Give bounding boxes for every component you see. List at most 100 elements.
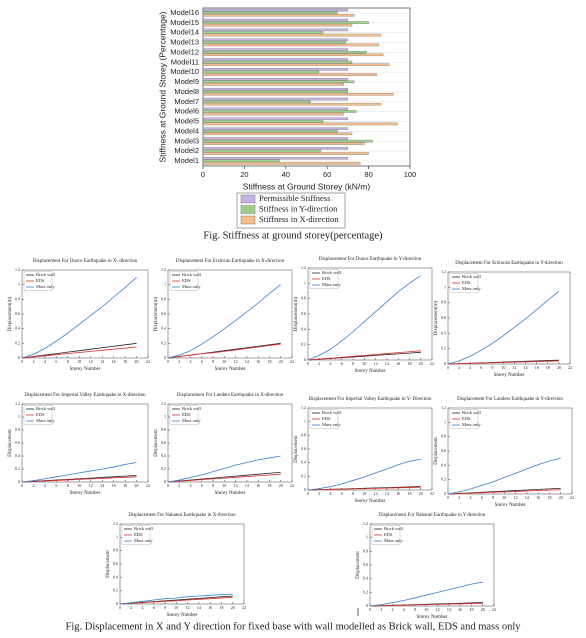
data-line bbox=[21, 476, 137, 483]
x-axis-label: Storey Number bbox=[355, 369, 386, 374]
y-tick-label: 0.4 bbox=[301, 460, 306, 465]
x-tick-label: 20 bbox=[559, 495, 563, 500]
bar bbox=[202, 63, 390, 66]
y-tick-label: Model14 bbox=[170, 28, 199, 37]
x-tick-label: 22 bbox=[146, 483, 150, 488]
bar bbox=[202, 78, 349, 81]
chart-title: Displacement For Imperial Valley Earthqu… bbox=[309, 397, 432, 402]
x-tick-label: 20 bbox=[135, 359, 139, 364]
y-tick-label: Model3 bbox=[174, 136, 199, 145]
bar bbox=[202, 41, 346, 44]
bar bbox=[202, 122, 398, 126]
x-tick-label: 2 bbox=[458, 365, 460, 370]
x-tick-label: 12 bbox=[514, 495, 518, 500]
x-tick-label: 4 bbox=[44, 483, 46, 488]
bar bbox=[202, 102, 382, 106]
bar bbox=[202, 117, 349, 121]
y-tick-label: 0.2 bbox=[301, 473, 306, 478]
y-axis-label: Displacement bbox=[106, 550, 111, 578]
y-tick-label: 0.8 bbox=[15, 296, 20, 301]
chart-title: Displacement For Duzce Earthquake in Y-d… bbox=[319, 257, 422, 262]
x-tick-label: 10 bbox=[222, 359, 226, 364]
legend-label: Mass only bbox=[134, 538, 153, 543]
legend-label: EDS bbox=[462, 416, 471, 421]
x-tick-label: 8 bbox=[414, 607, 416, 612]
x-tick-label: 20 bbox=[231, 605, 235, 610]
x-tick-label: 14 bbox=[197, 605, 201, 610]
x-tick-label: 18 bbox=[469, 607, 473, 612]
y-tick-label: 0.6 bbox=[441, 448, 446, 453]
y-tick-label: 0.8 bbox=[301, 432, 306, 437]
y-tick-label: 1 bbox=[366, 535, 368, 540]
plot-frame bbox=[202, 7, 411, 167]
legend-frame bbox=[371, 525, 401, 545]
legend-label: Mass only bbox=[182, 284, 201, 289]
x-tick-label: 22 bbox=[430, 491, 434, 496]
x-tick-label: 0 bbox=[167, 483, 169, 488]
legend-frame bbox=[23, 405, 53, 425]
bar bbox=[202, 139, 373, 143]
x-tick-label: 14 bbox=[100, 359, 104, 364]
data-line bbox=[167, 343, 281, 359]
x-tick-label: 18 bbox=[267, 483, 271, 488]
legend-label: Brick wall bbox=[462, 410, 482, 415]
data-line bbox=[447, 360, 559, 365]
x-tick-label: 2 bbox=[32, 359, 34, 364]
x-tick-label: 12 bbox=[513, 365, 517, 370]
x-tick-label: 12 bbox=[374, 361, 378, 366]
x-tick-label: 8 bbox=[164, 605, 166, 610]
x-tick-label: 10 bbox=[501, 365, 505, 370]
x-tick-label: 0 bbox=[307, 361, 309, 366]
x-tick-label: 16 bbox=[396, 361, 400, 366]
y-axis-label: Displacement bbox=[434, 437, 439, 465]
x-tick-label: 4 bbox=[142, 605, 144, 610]
chart-title: Displacement For Landers Earthquake in X… bbox=[177, 393, 284, 398]
chart-title: Displacement For Landers Earthquake in Y… bbox=[457, 397, 563, 402]
chart-title: Displacement For Erzincan Earthquake in … bbox=[455, 261, 563, 266]
legend-swatch bbox=[240, 215, 256, 225]
y-tick-label: 0.2 bbox=[15, 340, 20, 345]
data-line bbox=[119, 596, 233, 605]
x-tick-label: 10 bbox=[222, 483, 226, 488]
x-tick-label: 6 bbox=[55, 483, 57, 488]
x-tick-label: 18 bbox=[546, 365, 550, 370]
y-tick-label: 0.8 bbox=[15, 427, 20, 432]
x-tick-label: 0 bbox=[21, 483, 23, 488]
legend-label: EDS bbox=[462, 280, 471, 285]
x-tick-label: 14 bbox=[245, 483, 249, 488]
data-line bbox=[369, 602, 483, 607]
y-tick-label: 1 bbox=[116, 534, 118, 539]
line-chart: Displacement For Landers Earthquake in Y… bbox=[434, 397, 574, 508]
x-axis-label: Storey Number bbox=[355, 499, 386, 504]
bar bbox=[202, 159, 280, 163]
x-tick-label: 16 bbox=[256, 359, 260, 364]
x-tick-label: 22 bbox=[290, 483, 294, 488]
x-tick-label: 16 bbox=[396, 491, 400, 496]
bar bbox=[202, 48, 349, 51]
bar bbox=[202, 58, 349, 61]
x-tick-label: 2 bbox=[458, 495, 460, 500]
x-tick-label: 12 bbox=[89, 483, 93, 488]
x-axis-label: Storey Number bbox=[494, 373, 525, 378]
y-axis-label: Displacement bbox=[356, 551, 361, 579]
x-tick-label: 10 bbox=[174, 605, 178, 610]
bar bbox=[202, 60, 353, 64]
x-tick-label: 22 bbox=[568, 365, 572, 370]
legend-frame bbox=[121, 525, 151, 545]
bar bbox=[202, 90, 349, 93]
bar bbox=[202, 51, 367, 54]
x-tick-label: 100 bbox=[404, 170, 417, 179]
y-tick-label: 0.6 bbox=[15, 311, 20, 316]
x-tick-label: 80 bbox=[364, 170, 372, 179]
y-tick-label: Model13 bbox=[170, 38, 199, 47]
y-tick-label: 1 bbox=[444, 419, 446, 424]
data-line bbox=[307, 458, 421, 491]
y-tick-label: 1.2 bbox=[161, 401, 166, 406]
y-tick-label: 0 bbox=[18, 479, 20, 484]
legend-label: EDS bbox=[36, 412, 45, 417]
bar bbox=[202, 87, 349, 91]
x-tick-label: 22 bbox=[492, 607, 496, 612]
legend-label: Mass only bbox=[384, 538, 403, 543]
legend-label: Brick wall bbox=[182, 406, 202, 411]
